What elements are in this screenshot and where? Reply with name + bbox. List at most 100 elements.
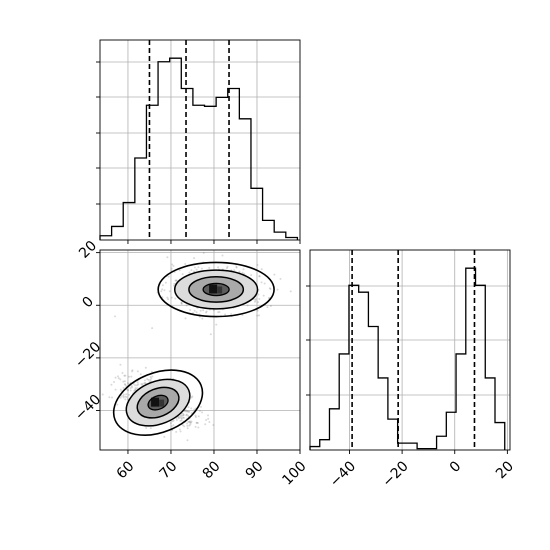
- sample-point: [117, 375, 120, 378]
- sample-point: [122, 380, 125, 383]
- sample-point: [258, 275, 261, 278]
- sample-point: [193, 266, 196, 269]
- y-tick-label: −40: [72, 392, 104, 424]
- x-tick-label: −20: [380, 458, 412, 490]
- sample-point: [195, 421, 198, 424]
- sample-point: [196, 421, 199, 424]
- sample-point: [168, 290, 171, 293]
- sample-point: [130, 375, 133, 378]
- sample-point: [180, 301, 183, 304]
- sample-point: [135, 384, 138, 387]
- sample-point: [205, 418, 208, 421]
- density-x-tick-labels: 60 70 80 90 100: [114, 458, 310, 488]
- sample-point: [175, 418, 178, 421]
- sample-point: [110, 383, 113, 386]
- sample-point: [133, 389, 136, 392]
- sample-point: [235, 266, 238, 269]
- sample-point: [212, 309, 215, 312]
- sample-point: [266, 306, 269, 309]
- sample-point: [257, 314, 260, 317]
- sample-point: [141, 382, 144, 385]
- sample-point: [163, 289, 166, 292]
- sample-point: [124, 374, 127, 377]
- sample-point: [129, 387, 132, 390]
- sample-point: [188, 420, 191, 423]
- density-y-tick-labels: −40 −20 0 20: [72, 238, 104, 424]
- sample-point: [201, 317, 204, 320]
- sample-point: [166, 296, 169, 299]
- sample-point: [116, 403, 119, 406]
- sample-point: [129, 389, 132, 392]
- sample-point: [146, 378, 149, 381]
- sample-point: [184, 409, 187, 412]
- sample-point: [199, 309, 202, 312]
- sample-point: [195, 311, 198, 314]
- sample-point: [188, 271, 191, 274]
- sample-point: [187, 414, 190, 417]
- sample-point: [256, 301, 259, 304]
- sample-point: [217, 266, 220, 269]
- sample-point: [190, 269, 193, 272]
- sample-point: [114, 376, 117, 379]
- sample-point: [123, 374, 126, 377]
- density-peak-cell: [209, 284, 218, 294]
- sample-point: [184, 317, 187, 320]
- sample-point: [149, 427, 152, 430]
- sample-point: [188, 424, 191, 427]
- sample-point: [147, 378, 150, 381]
- sample-point: [225, 267, 228, 270]
- sample-point: [186, 439, 189, 442]
- sample-point: [124, 383, 127, 386]
- sample-point: [131, 386, 134, 389]
- sample-point: [190, 420, 193, 423]
- sample-point: [276, 288, 279, 291]
- sample-point: [279, 277, 282, 280]
- sample-point: [182, 413, 185, 416]
- sample-point: [178, 269, 181, 272]
- y-histogram-x-tick-labels: −40 −20 0 20: [327, 458, 517, 490]
- sample-point: [119, 396, 122, 399]
- sample-point: [123, 383, 126, 386]
- sample-point: [253, 300, 256, 303]
- contour-line: [136, 386, 180, 419]
- sample-point: [186, 422, 189, 425]
- sample-point: [161, 284, 164, 287]
- x-tick-label: 60: [114, 458, 138, 482]
- sample-point: [136, 370, 139, 373]
- sample-point: [197, 415, 200, 418]
- sample-point: [128, 393, 131, 396]
- sample-point: [200, 267, 203, 270]
- sample-point: [101, 393, 104, 396]
- y-marginal-histogram: −40 −20 0 20: [306, 249, 517, 491]
- sample-point: [119, 363, 122, 366]
- sample-point: [185, 304, 188, 307]
- sample-point: [241, 271, 244, 274]
- sample-point: [170, 425, 173, 428]
- sample-point: [136, 387, 139, 390]
- sample-point: [134, 389, 137, 392]
- sample-point: [174, 297, 177, 300]
- sample-point: [193, 408, 196, 411]
- sample-point: [119, 378, 122, 381]
- sample-point: [173, 282, 176, 285]
- density-peak-cell: [217, 286, 223, 294]
- sample-point: [260, 268, 263, 271]
- sample-point: [202, 251, 205, 254]
- sample-point: [235, 265, 238, 268]
- sample-point: [238, 270, 241, 273]
- sample-point: [260, 281, 263, 284]
- sample-point: [111, 396, 114, 399]
- sample-point: [131, 369, 134, 372]
- sample-point: [143, 382, 146, 385]
- sample-point: [221, 254, 224, 257]
- sample-point: [217, 311, 220, 314]
- sample-point: [230, 313, 233, 316]
- sample-point: [263, 282, 266, 285]
- sample-point: [194, 425, 197, 428]
- sample-point: [256, 309, 259, 312]
- sample-point: [256, 263, 259, 266]
- sample-point: [193, 257, 196, 260]
- sample-point: [112, 381, 115, 384]
- sample-point: [182, 414, 185, 417]
- contour-line: [202, 282, 230, 297]
